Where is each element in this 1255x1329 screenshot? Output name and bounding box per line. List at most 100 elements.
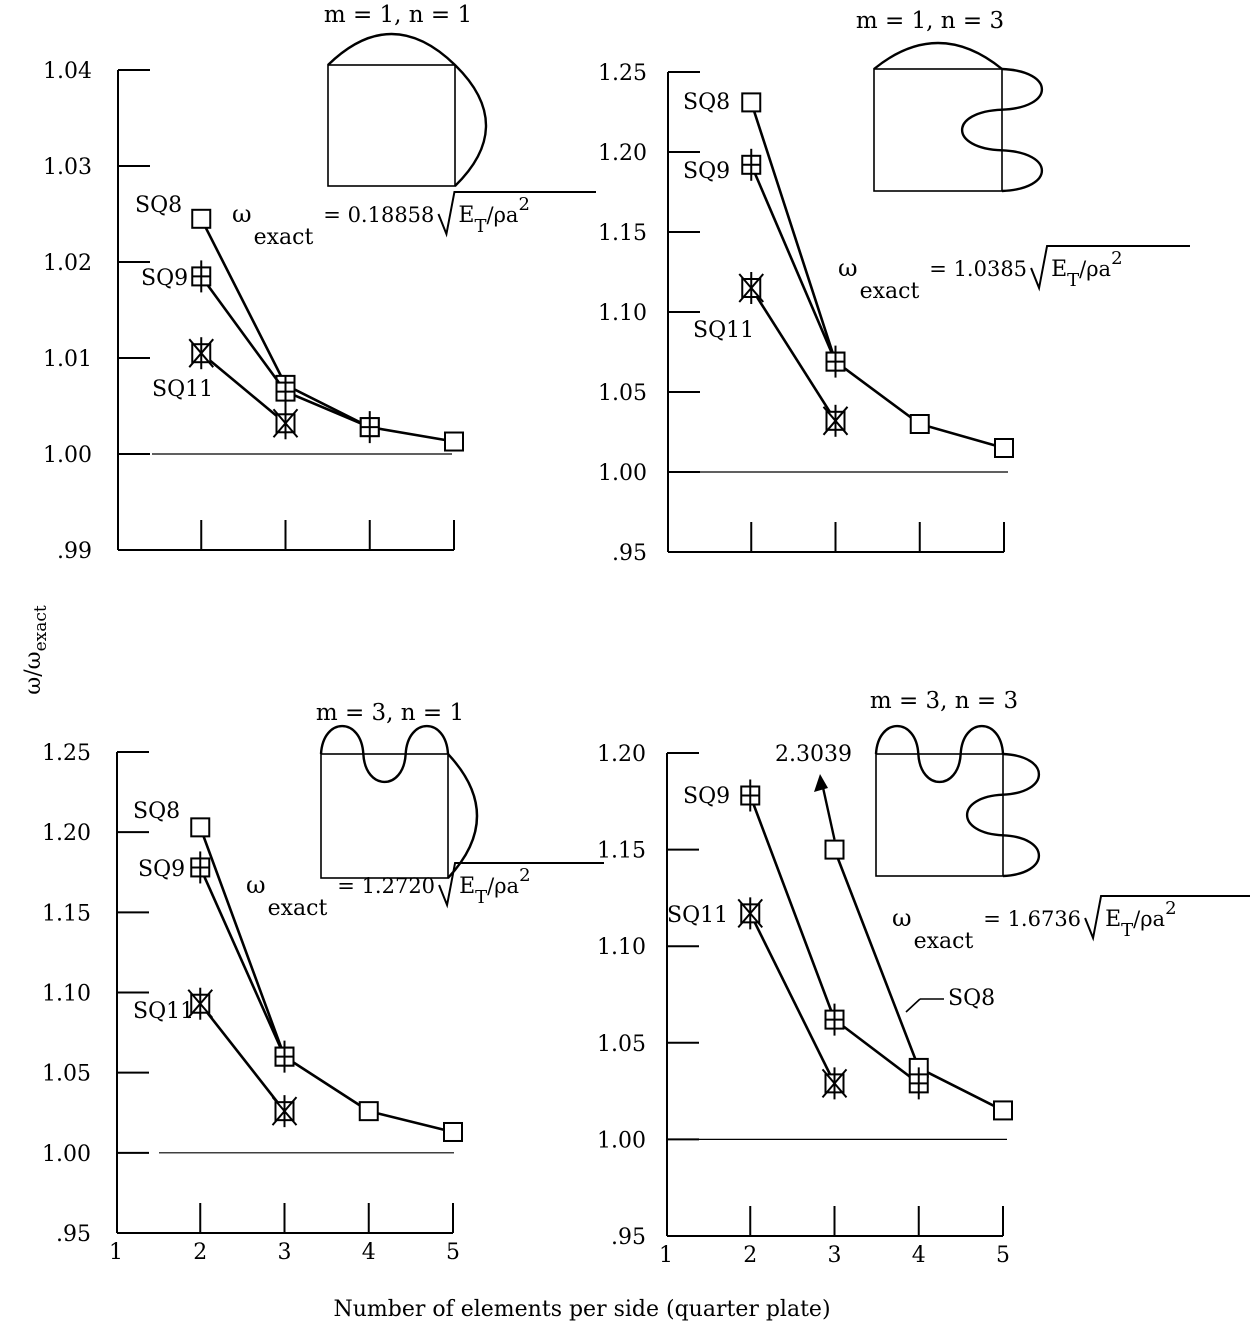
series-line-sq9: [199, 866, 286, 1058]
radical-sign: [1030, 245, 1190, 292]
omega-exact-formula: ωexact = 0.18858 ET/ρa2: [232, 194, 530, 250]
series-label-sq8: SQ8: [133, 799, 180, 824]
y-tick-label: 1.05: [598, 381, 647, 406]
series-sq11: SQ11: [667, 897, 848, 1100]
series-sq9: SQ9: [683, 779, 929, 1100]
series-label-sq9: SQ9: [138, 857, 185, 882]
omega-symbol: ω: [246, 871, 266, 899]
omega-symbol: ω: [892, 904, 912, 932]
radicand-superscript: 2: [1111, 248, 1122, 269]
series-label-sq8: SQ8: [948, 986, 995, 1011]
mode-shape-plate: [327, 64, 456, 187]
x-tick-label: 5: [446, 1240, 460, 1265]
series-label-sq8: SQ8: [683, 90, 730, 115]
radicand-superscript: 2: [519, 865, 530, 886]
series-line-sq9: [750, 164, 837, 363]
series-line-sq11: [199, 1002, 286, 1112]
x-tick-label: 2: [743, 1243, 757, 1268]
y-tick-label: 1.04: [43, 59, 92, 84]
y-tick-label: .99: [57, 539, 92, 564]
y-tick-label: 1.00: [597, 1128, 646, 1153]
omega-subscript: exact: [914, 929, 974, 954]
x-tick-label: 4: [912, 1243, 926, 1268]
y-tick-label: 1.01: [43, 347, 92, 372]
offscale-arrowhead: [814, 774, 828, 792]
y-tick-label: 1.25: [42, 741, 91, 766]
series-label-sq8: SQ8: [135, 193, 182, 218]
radicand-superscript: 2: [1165, 898, 1176, 919]
series-line-sq11: [200, 352, 287, 425]
y-tick-label: 1.00: [43, 443, 92, 468]
sq8-leader-b: [905, 998, 921, 1013]
mode-shape-curve: [327, 32, 456, 66]
chart-panel-m3n1: .95 1.00 1.05 1.10 1.15 1.20 1.25 1 2 3 4 5 m = 3, n…: [42, 700, 604, 1265]
x-tick-label: 4: [362, 1240, 376, 1265]
series-sq11: SQ11: [693, 272, 849, 437]
series-label-sq11: SQ11: [152, 377, 213, 402]
chart-panel-m1n3: .95 1.00 1.05 1.10 1.15 1.20 1.25 m = 1, n = 3 ω…: [598, 8, 1190, 566]
x-tick-label: 1: [659, 1243, 673, 1268]
x-tick-label: 5: [996, 1243, 1010, 1268]
radicand-tail: /ρa: [1079, 257, 1111, 281]
y-axis-title-main: ω/ω: [21, 651, 46, 694]
chart-title: m = 1, n = 3: [856, 8, 1004, 34]
marker-sq8-2: [909, 414, 930, 434]
omega-symbol: ω: [232, 200, 252, 228]
chart-panel-m1n1: .99 1.00 1.01 1.02 1.03 1.04 m = 1, n = 1 ωexac…: [43, 2, 596, 564]
y-tick-label: 1.10: [597, 935, 646, 960]
marker-sq8-0: [824, 839, 845, 860]
marker-sq8-3: [994, 438, 1014, 458]
radicand-superscript: 2: [518, 194, 529, 215]
radical-sign: [437, 191, 596, 238]
mode-shape-curve: [874, 725, 1005, 783]
y-tick-label: 1.02: [43, 251, 92, 276]
radical-sign: [1084, 895, 1250, 942]
marker-sq8-3: [443, 1121, 463, 1142]
series-label-sq9: SQ9: [683, 159, 730, 184]
radicand-subscript: T: [1121, 920, 1133, 941]
series-label-sq11: SQ11: [693, 318, 754, 343]
radicand-e: E: [1051, 257, 1067, 282]
mode-shape-curve: [960, 67, 1044, 193]
mode-shape-curve: [965, 752, 1041, 878]
series-label-sq9: SQ9: [141, 266, 188, 291]
series-sq9: SQ9: [141, 260, 380, 444]
y-tick-label: 1.05: [597, 1032, 646, 1057]
series-label-sq11: SQ11: [667, 903, 728, 928]
mode-shape-plate: [320, 753, 449, 879]
offscale-arrow-line: [820, 782, 836, 840]
y-tick-label: 1.15: [597, 839, 646, 864]
y-tick-label: 1.10: [42, 982, 91, 1007]
radicand-e: E: [1105, 907, 1121, 932]
y-tick-label: 1.10: [598, 301, 647, 326]
y-tick-label: 1.00: [598, 461, 647, 486]
charts-group: .991.001.011.021.031.04m = 1, n = 1ωexac…: [42, 2, 1250, 1268]
x-tick-label: 1: [109, 1240, 123, 1265]
y-tick-label: 1.03: [43, 155, 92, 180]
y-tick-label: 1.25: [598, 61, 647, 86]
series-line-sq11: [750, 287, 837, 422]
marker-sq8-0: [190, 817, 211, 838]
marker-sq8-2: [993, 1100, 1013, 1121]
y-axis-title: ω/ωexact: [21, 605, 51, 695]
y-tick-label: 1.20: [597, 742, 646, 767]
marker-sq8-3: [444, 431, 464, 452]
omega-value: = 1.6736: [983, 907, 1081, 931]
mode-shape-plate: [873, 68, 1003, 192]
marker-sq8-0: [191, 208, 212, 229]
omega-subscript: exact: [254, 225, 314, 250]
radicand-tail: /ρa: [487, 203, 519, 227]
x-tick-label: 2: [193, 1240, 207, 1265]
series-line-sq8: [200, 218, 455, 443]
x-axis-title: Number of elements per side (quarter pla…: [333, 1297, 830, 1322]
x-tick-label: 3: [828, 1243, 842, 1268]
y-tick-label: 1.15: [42, 901, 91, 926]
chart-title: m = 3, n = 1: [316, 700, 464, 726]
omega-value: = 1.0385: [929, 257, 1027, 281]
series-line-sq8: [199, 826, 454, 1134]
mode-shape-curve: [873, 41, 1003, 70]
y-tick-label: 1.05: [42, 1062, 91, 1087]
series-sq8: SQ8: [133, 799, 463, 1142]
omega-subscript: exact: [268, 896, 328, 921]
